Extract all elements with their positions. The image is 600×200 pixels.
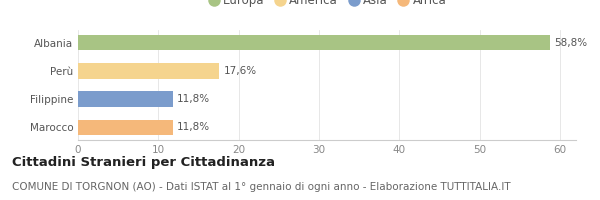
Bar: [78, 63, 220, 79]
Text: Cittadini Stranieri per Cittadinanza: Cittadini Stranieri per Cittadinanza: [12, 156, 275, 169]
Text: 11,8%: 11,8%: [177, 122, 210, 132]
Text: 17,6%: 17,6%: [223, 66, 257, 76]
Text: 11,8%: 11,8%: [177, 94, 210, 104]
Bar: [78, 120, 173, 135]
Legend: Europa, America, Asia, Africa: Europa, America, Asia, Africa: [203, 0, 451, 12]
Bar: [78, 35, 550, 50]
Bar: [78, 91, 173, 107]
Text: COMUNE DI TORGNON (AO) - Dati ISTAT al 1° gennaio di ogni anno - Elaborazione TU: COMUNE DI TORGNON (AO) - Dati ISTAT al 1…: [12, 182, 511, 192]
Text: 58,8%: 58,8%: [554, 38, 587, 48]
